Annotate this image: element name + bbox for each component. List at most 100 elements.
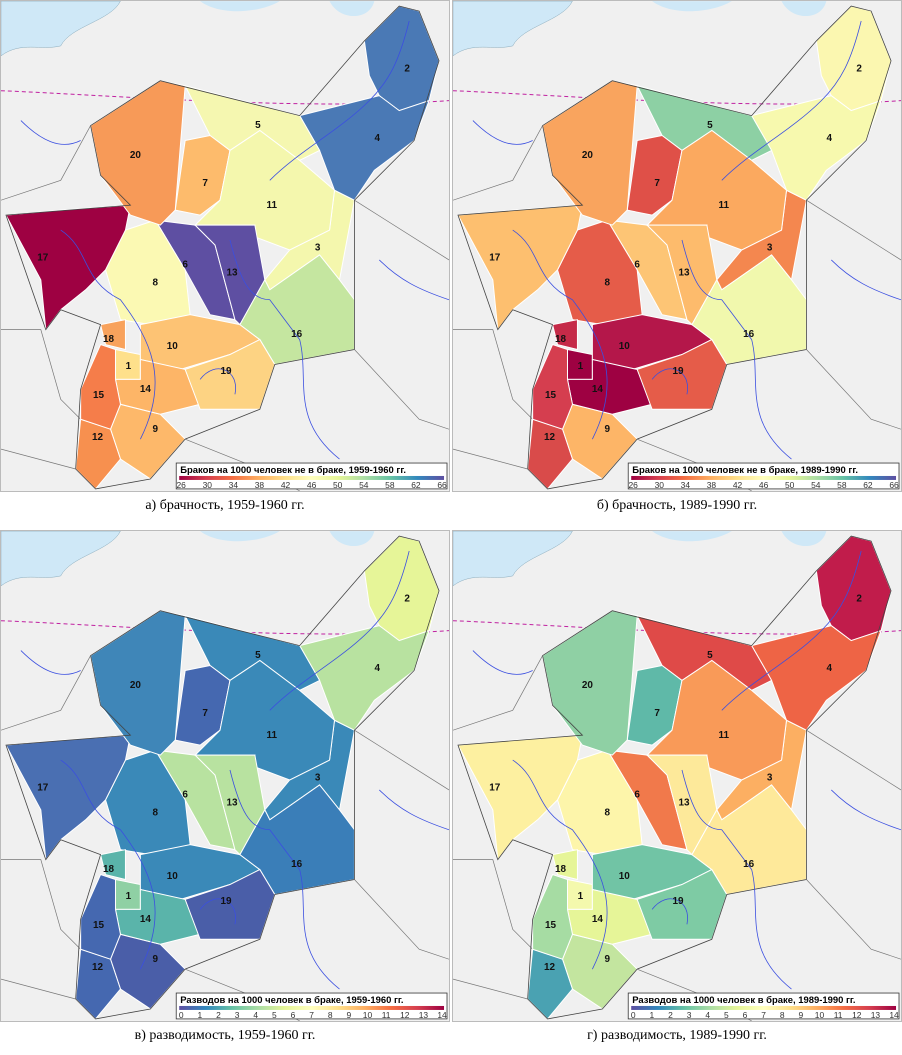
region-18[interactable]	[99, 849, 126, 881]
region-18[interactable]	[551, 849, 578, 881]
legend-tick: 11	[834, 1010, 843, 1020]
region-label: 6	[182, 260, 188, 271]
legend-colorbar	[631, 1005, 897, 1010]
legend-tick: 66	[437, 480, 447, 490]
region-label: 4	[375, 133, 381, 144]
region-label: 12	[92, 962, 104, 973]
river	[229, 769, 340, 990]
region-label: 11	[719, 200, 730, 211]
region-label: 8	[605, 807, 611, 818]
neighbor-boundary	[806, 199, 901, 261]
region-label: 14	[592, 384, 604, 395]
legend-tick: 6	[743, 1010, 748, 1020]
region-label: 16	[743, 329, 755, 340]
legend-tick: 26	[176, 480, 186, 490]
legend-tick: 4	[705, 1010, 710, 1020]
river	[269, 550, 410, 711]
river	[512, 229, 608, 440]
region-label: 9	[153, 954, 159, 965]
region-label: 20	[130, 150, 142, 161]
river	[60, 759, 156, 970]
river	[379, 789, 449, 831]
panel-d: 1 2 3 4 5 6 7 8 9 10 11 12 13 14 15 16 17 18 19 20 Разводов …	[452, 530, 902, 1044]
legend-tick: 2	[216, 1010, 221, 1020]
sea-area	[1, 531, 121, 587]
region-label: 17	[37, 253, 49, 264]
sea-area	[652, 1, 827, 17]
legend-tick: 2	[668, 1010, 673, 1020]
region-outline	[5, 535, 440, 1020]
legend-tick: 50	[785, 480, 795, 490]
legend-tick: 3	[235, 1010, 240, 1020]
region-label: 4	[375, 663, 381, 674]
river	[379, 259, 449, 301]
region-label: 16	[291, 329, 303, 340]
region-label: 3	[767, 243, 773, 254]
legend-tick: 11	[382, 1010, 391, 1020]
legend-tick: 30	[655, 480, 665, 490]
legend-tick: 50	[333, 480, 343, 490]
river	[681, 769, 792, 990]
region-label: 2	[856, 593, 862, 604]
region-label: 11	[267, 730, 278, 741]
panel-b: 1 2 3 4 5 6 7 8 9 10 11 12 13 14 15 16 17 18 19 20 Браков на…	[452, 0, 902, 514]
legend-tick: 5	[272, 1010, 277, 1020]
region-label: 9	[605, 954, 611, 965]
neighbor-boundary	[1, 125, 91, 201]
region-4[interactable]	[750, 95, 882, 201]
panel-a: 1 2 3 4 5 6 7 8 9 10 11 12 13 14 15 16 17 18 19 20 Браков на…	[0, 0, 450, 514]
caption-b: б) брачность, 1989-1990 гг.	[596, 498, 758, 513]
legend-tick: 14	[437, 1010, 447, 1020]
legend-tick: 26	[628, 480, 638, 490]
region-18[interactable]	[99, 319, 126, 351]
region-label: 13	[226, 268, 238, 279]
region-15[interactable]	[532, 873, 573, 960]
legend-tick: 62	[411, 480, 421, 490]
region-label: 14	[592, 914, 604, 925]
river	[651, 898, 688, 925]
region-label: 9	[605, 424, 611, 435]
legend-tick: 66	[889, 480, 899, 490]
legend-tick: 13	[419, 1010, 429, 1020]
region-4[interactable]	[298, 625, 430, 731]
region-label: 14	[140, 914, 152, 925]
region-label: 14	[140, 384, 152, 395]
river	[20, 650, 81, 675]
legend-tick: 10	[815, 1010, 825, 1020]
legend-tick: 9	[347, 1010, 352, 1020]
region-label: 17	[37, 783, 49, 794]
region-15[interactable]	[532, 343, 573, 430]
neighbor-boundary	[1, 655, 91, 731]
region-label: 6	[634, 260, 640, 271]
region-label: 7	[654, 178, 660, 189]
neighbor-boundary	[806, 349, 901, 430]
caption-a: а) брачность, 1959-1960 гг.	[145, 498, 305, 513]
region-label: 19	[672, 366, 684, 377]
region-label: 3	[315, 773, 321, 784]
legend-title: Браков на 1000 человек не в браке, 1959-…	[180, 465, 406, 476]
region-outline	[5, 5, 440, 490]
region-15[interactable]	[80, 873, 121, 960]
neighbor-boundary	[453, 329, 533, 420]
neighbor-boundary	[453, 859, 533, 950]
region-outline	[457, 535, 892, 1020]
region-4[interactable]	[750, 625, 882, 731]
region-label: 7	[202, 178, 208, 189]
region-label: 20	[130, 680, 142, 691]
region-label: 13	[678, 798, 690, 809]
region-label: 5	[707, 650, 713, 661]
region-15[interactable]	[80, 343, 121, 430]
region-4[interactable]	[298, 95, 430, 201]
legend-tick: 12	[400, 1010, 410, 1020]
region-18[interactable]	[551, 319, 578, 351]
region-label: 6	[182, 790, 188, 801]
region-label: 6	[634, 790, 640, 801]
legend-tick: 0	[631, 1010, 636, 1020]
neighbor-boundary	[453, 978, 528, 1000]
legend-tick: 58	[385, 480, 395, 490]
legend: Разводов на 1000 человек в браке, 1989-1…	[627, 992, 900, 1020]
legend-tick: 7	[761, 1010, 766, 1020]
legend-tick: 14	[889, 1010, 899, 1020]
region-label: 11	[719, 730, 730, 741]
legend-tick: 5	[724, 1010, 729, 1020]
